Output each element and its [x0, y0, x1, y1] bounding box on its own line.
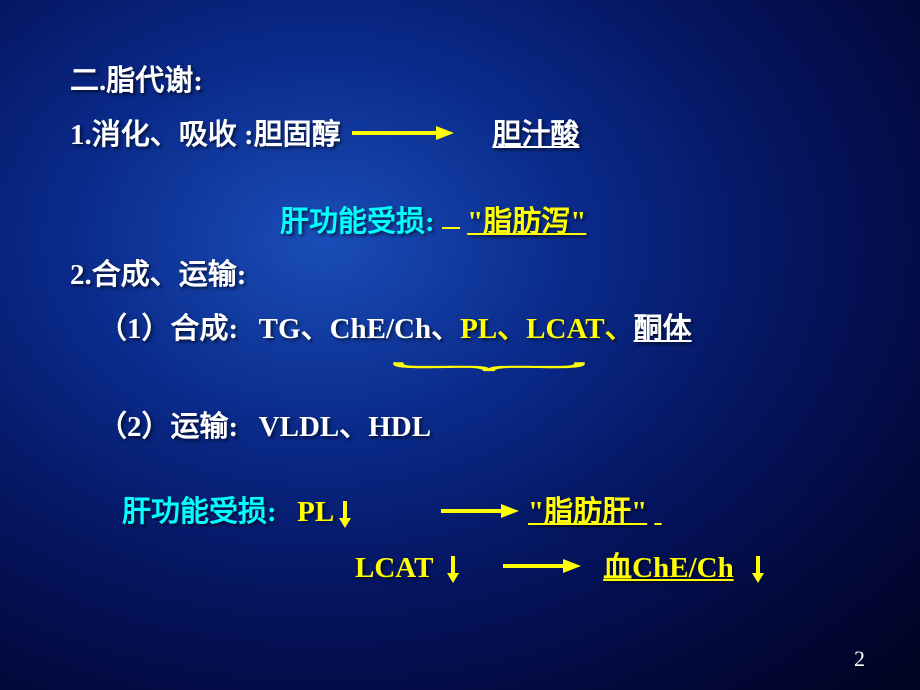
lcat-text: LCAT [355, 552, 433, 584]
liver-damage-2-row1: 肝功能受损: PL "脂肪肝" [70, 486, 850, 541]
syn-ketone: 酮体 [634, 313, 692, 345]
trans-items: VLDL、HDL [259, 411, 431, 443]
title: 二.脂代谢: [70, 55, 850, 109]
syn-white: TG、ChE/Ch、 [259, 313, 460, 345]
liver-damage-1: 肝功能受损: "脂肪泻" [70, 196, 850, 250]
line-synthesis: （1）合成: TG、ChE/Ch、PL、LCAT、酮体 [70, 303, 850, 357]
steatorrhea: "脂肪泻" [467, 206, 586, 238]
line-digestion: 1.消化、吸收 :胆固醇 胆汁酸 [70, 109, 850, 164]
arrow-down-icon [336, 494, 354, 548]
liver-damage-2-row2: LCAT 血ChE/Ch [70, 542, 850, 597]
arrow-down-icon [749, 549, 767, 603]
line-transport: （2）运输: VLDL、HDL [70, 401, 850, 455]
line-synthesis-transport: 2.合成、运输: [70, 249, 850, 303]
damage-label-1: 肝功能受损: [280, 206, 435, 238]
arrow-down-icon [444, 549, 462, 603]
syn-yellow: PL、LCAT、 [460, 313, 633, 345]
syn-label: （1）合成: [98, 313, 238, 345]
fatty-liver: "脂肪肝" [528, 496, 647, 528]
trans-label: （2）运输: [98, 411, 238, 443]
bile-acid: 胆汁酸 [492, 119, 579, 151]
arrow-icon [348, 108, 458, 162]
damage-label-2: 肝功能受损: [122, 496, 277, 528]
brace-icon: ︸ [388, 351, 590, 400]
arrow-icon [437, 486, 521, 540]
arrow-icon [499, 541, 583, 595]
page-number: 2 [854, 646, 865, 672]
blood-che: 血ChE/Ch [603, 552, 734, 584]
pl-text: PL [297, 496, 334, 528]
digestion-prefix: 1.消化、吸收 :胆固醇 [70, 119, 341, 151]
